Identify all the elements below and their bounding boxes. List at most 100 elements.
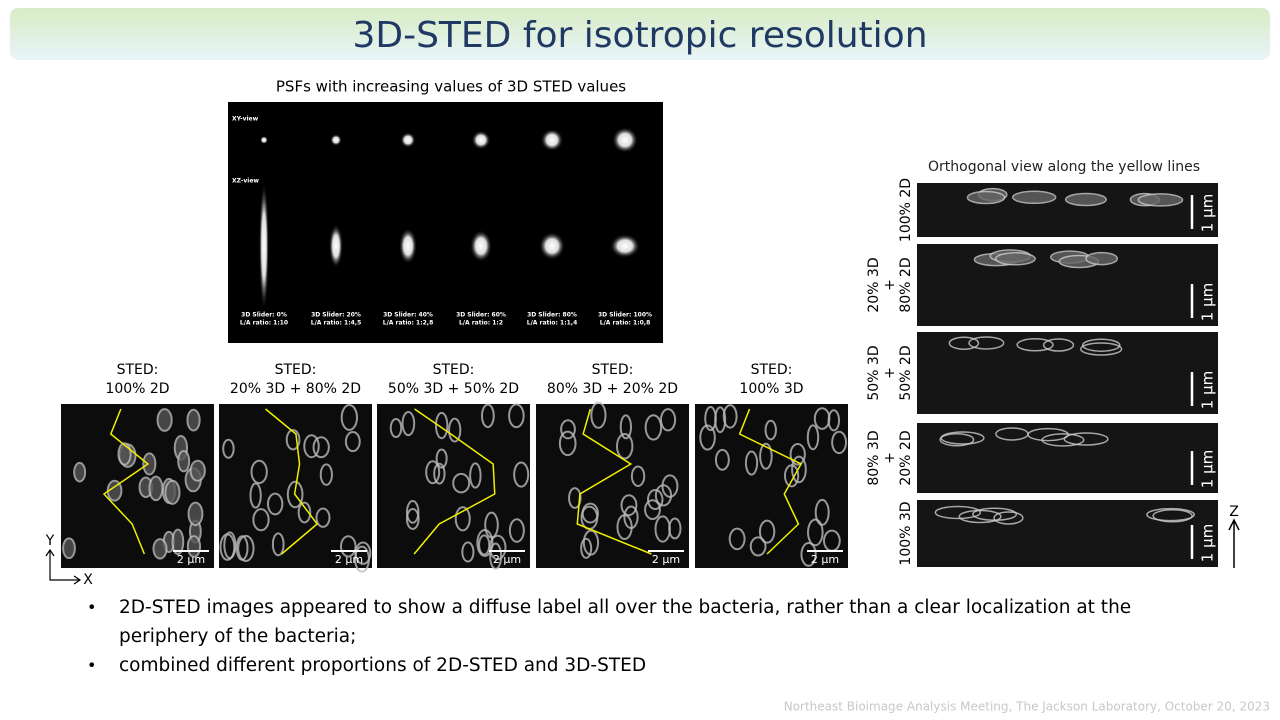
- bacterium: [148, 475, 164, 502]
- sted-panel-label: 50% 3D + 50% 2D: [388, 381, 519, 397]
- bacterium: [62, 537, 76, 560]
- bacterium: [478, 534, 491, 556]
- yellow-line: [265, 408, 319, 555]
- bacterium: [813, 407, 831, 430]
- axis-z-label: Z: [1229, 504, 1239, 520]
- psf-slider-label: 3D Slider: 100%: [598, 312, 652, 319]
- bacterium: [800, 541, 817, 567]
- sted-panel-label: STED:: [275, 362, 317, 378]
- bacterium: [714, 448, 730, 471]
- bacterium: [177, 449, 191, 473]
- orthogonal-cell: [1079, 342, 1123, 356]
- psf-slider-label: 3D Slider: 40%: [383, 312, 433, 319]
- psf-xz-spot: [470, 230, 492, 262]
- bacterium: [454, 506, 471, 532]
- orthogonal-cell: [994, 252, 1036, 266]
- psf-ratio-label: L/A ratio: 1:0,8: [600, 320, 651, 327]
- bacterium: [759, 442, 773, 470]
- bullet-text: 2D-STED images appeared to show a diffus…: [119, 597, 1131, 618]
- psf-ratio-label: L/A ratio: 1:4,5: [311, 320, 362, 327]
- bacterium: [389, 417, 403, 439]
- bacterium: [806, 424, 820, 451]
- bacterium: [646, 489, 664, 511]
- bacterium: [401, 410, 416, 437]
- sted-panel-label: 80% 3D + 20% 2D: [547, 381, 678, 397]
- bacterium: [590, 401, 607, 429]
- orthogonal-cell: [968, 336, 1005, 350]
- bacterium: [249, 482, 262, 509]
- bacterium: [783, 464, 800, 488]
- scale-label: 1 µm: [1199, 371, 1217, 409]
- bacterium: [235, 535, 249, 561]
- psf-xz-spot: [329, 224, 343, 268]
- bacterium: [171, 528, 185, 556]
- scale-label: 1 µm: [1199, 283, 1217, 321]
- psf-xz-spot: [610, 234, 640, 258]
- axis-arrows: [45, 548, 82, 585]
- orthogonal-cell: [1064, 192, 1107, 207]
- bacterium: [789, 442, 806, 466]
- bullet-text: combined different proportions of 2D-STE…: [119, 655, 646, 676]
- bullet-dot: •: [87, 598, 96, 617]
- scale-label: 2 µm: [335, 553, 363, 566]
- bacterium: [303, 434, 320, 459]
- bacterium: [237, 534, 255, 562]
- sted-panel-label: STED:: [433, 362, 475, 378]
- psf-ratio-label: L/A ratio: 1:1,4: [527, 320, 578, 327]
- scale-label: 1 µm: [1199, 194, 1217, 232]
- z-arrow: [1228, 518, 1240, 568]
- yellow-line: [738, 408, 803, 555]
- bacterium: [297, 501, 312, 524]
- bacterium: [189, 459, 206, 482]
- bacterium: [758, 519, 776, 544]
- psf-xy-spot: [540, 128, 564, 152]
- sted-panel-label: 20% 3D + 80% 2D: [230, 381, 361, 397]
- bacterium: [661, 474, 679, 498]
- psf-caption: PSFs with increasing values of 3D STED v…: [276, 78, 626, 96]
- psf-image: [228, 102, 663, 343]
- bacterium: [117, 442, 132, 466]
- orthogonal-cell: [993, 511, 1024, 525]
- psf-xz-spot: [539, 232, 565, 260]
- bacterium: [728, 527, 746, 551]
- orthogonal-cell: [1016, 338, 1054, 352]
- bacterium: [568, 487, 582, 509]
- psf-slider-label: 3D Slider: 60%: [456, 312, 506, 319]
- orthogonal-row-label: 80% 2D: [898, 257, 914, 312]
- bacterium: [616, 514, 633, 540]
- orthogonal-row-label: 80% 3D: [866, 430, 882, 485]
- psf-xy-spot: [400, 132, 416, 148]
- psf-xy-spot: [612, 127, 638, 153]
- bacterium: [630, 465, 646, 487]
- bacterium: [764, 419, 777, 441]
- bacterium: [152, 538, 168, 560]
- orthogonal-cell: [1152, 509, 1193, 523]
- psf-xz-spot: [399, 228, 417, 264]
- bacterium: [644, 499, 661, 521]
- scale-label: 2 µm: [177, 553, 205, 566]
- bacterium: [480, 403, 495, 429]
- bacterium: [616, 432, 634, 460]
- bacterium: [271, 532, 285, 557]
- orthogonal-image: [917, 332, 1218, 414]
- bacterium: [354, 545, 370, 573]
- bacterium: [142, 452, 157, 476]
- psf-xy-spot: [260, 136, 268, 144]
- bacterium: [722, 404, 738, 429]
- bacterium: [405, 500, 420, 524]
- axis-x-label: X: [83, 572, 93, 588]
- bacterium: [319, 463, 333, 486]
- bacterium: [654, 515, 671, 543]
- orthogonal-cell: [939, 432, 975, 447]
- bacterium: [791, 455, 807, 484]
- slide-title: 3D-STED for isotropic resolution: [352, 15, 927, 56]
- bacterium: [252, 508, 270, 532]
- orthogonal-cell: [1085, 251, 1119, 266]
- bullet-text: periphery of the bacteria;: [119, 626, 356, 647]
- yellow-line: [102, 408, 150, 555]
- bacterium: [448, 417, 462, 443]
- bacterium: [164, 479, 181, 505]
- axis-y-label: Y: [45, 533, 55, 549]
- orthogonal-row-label: +: [882, 279, 898, 291]
